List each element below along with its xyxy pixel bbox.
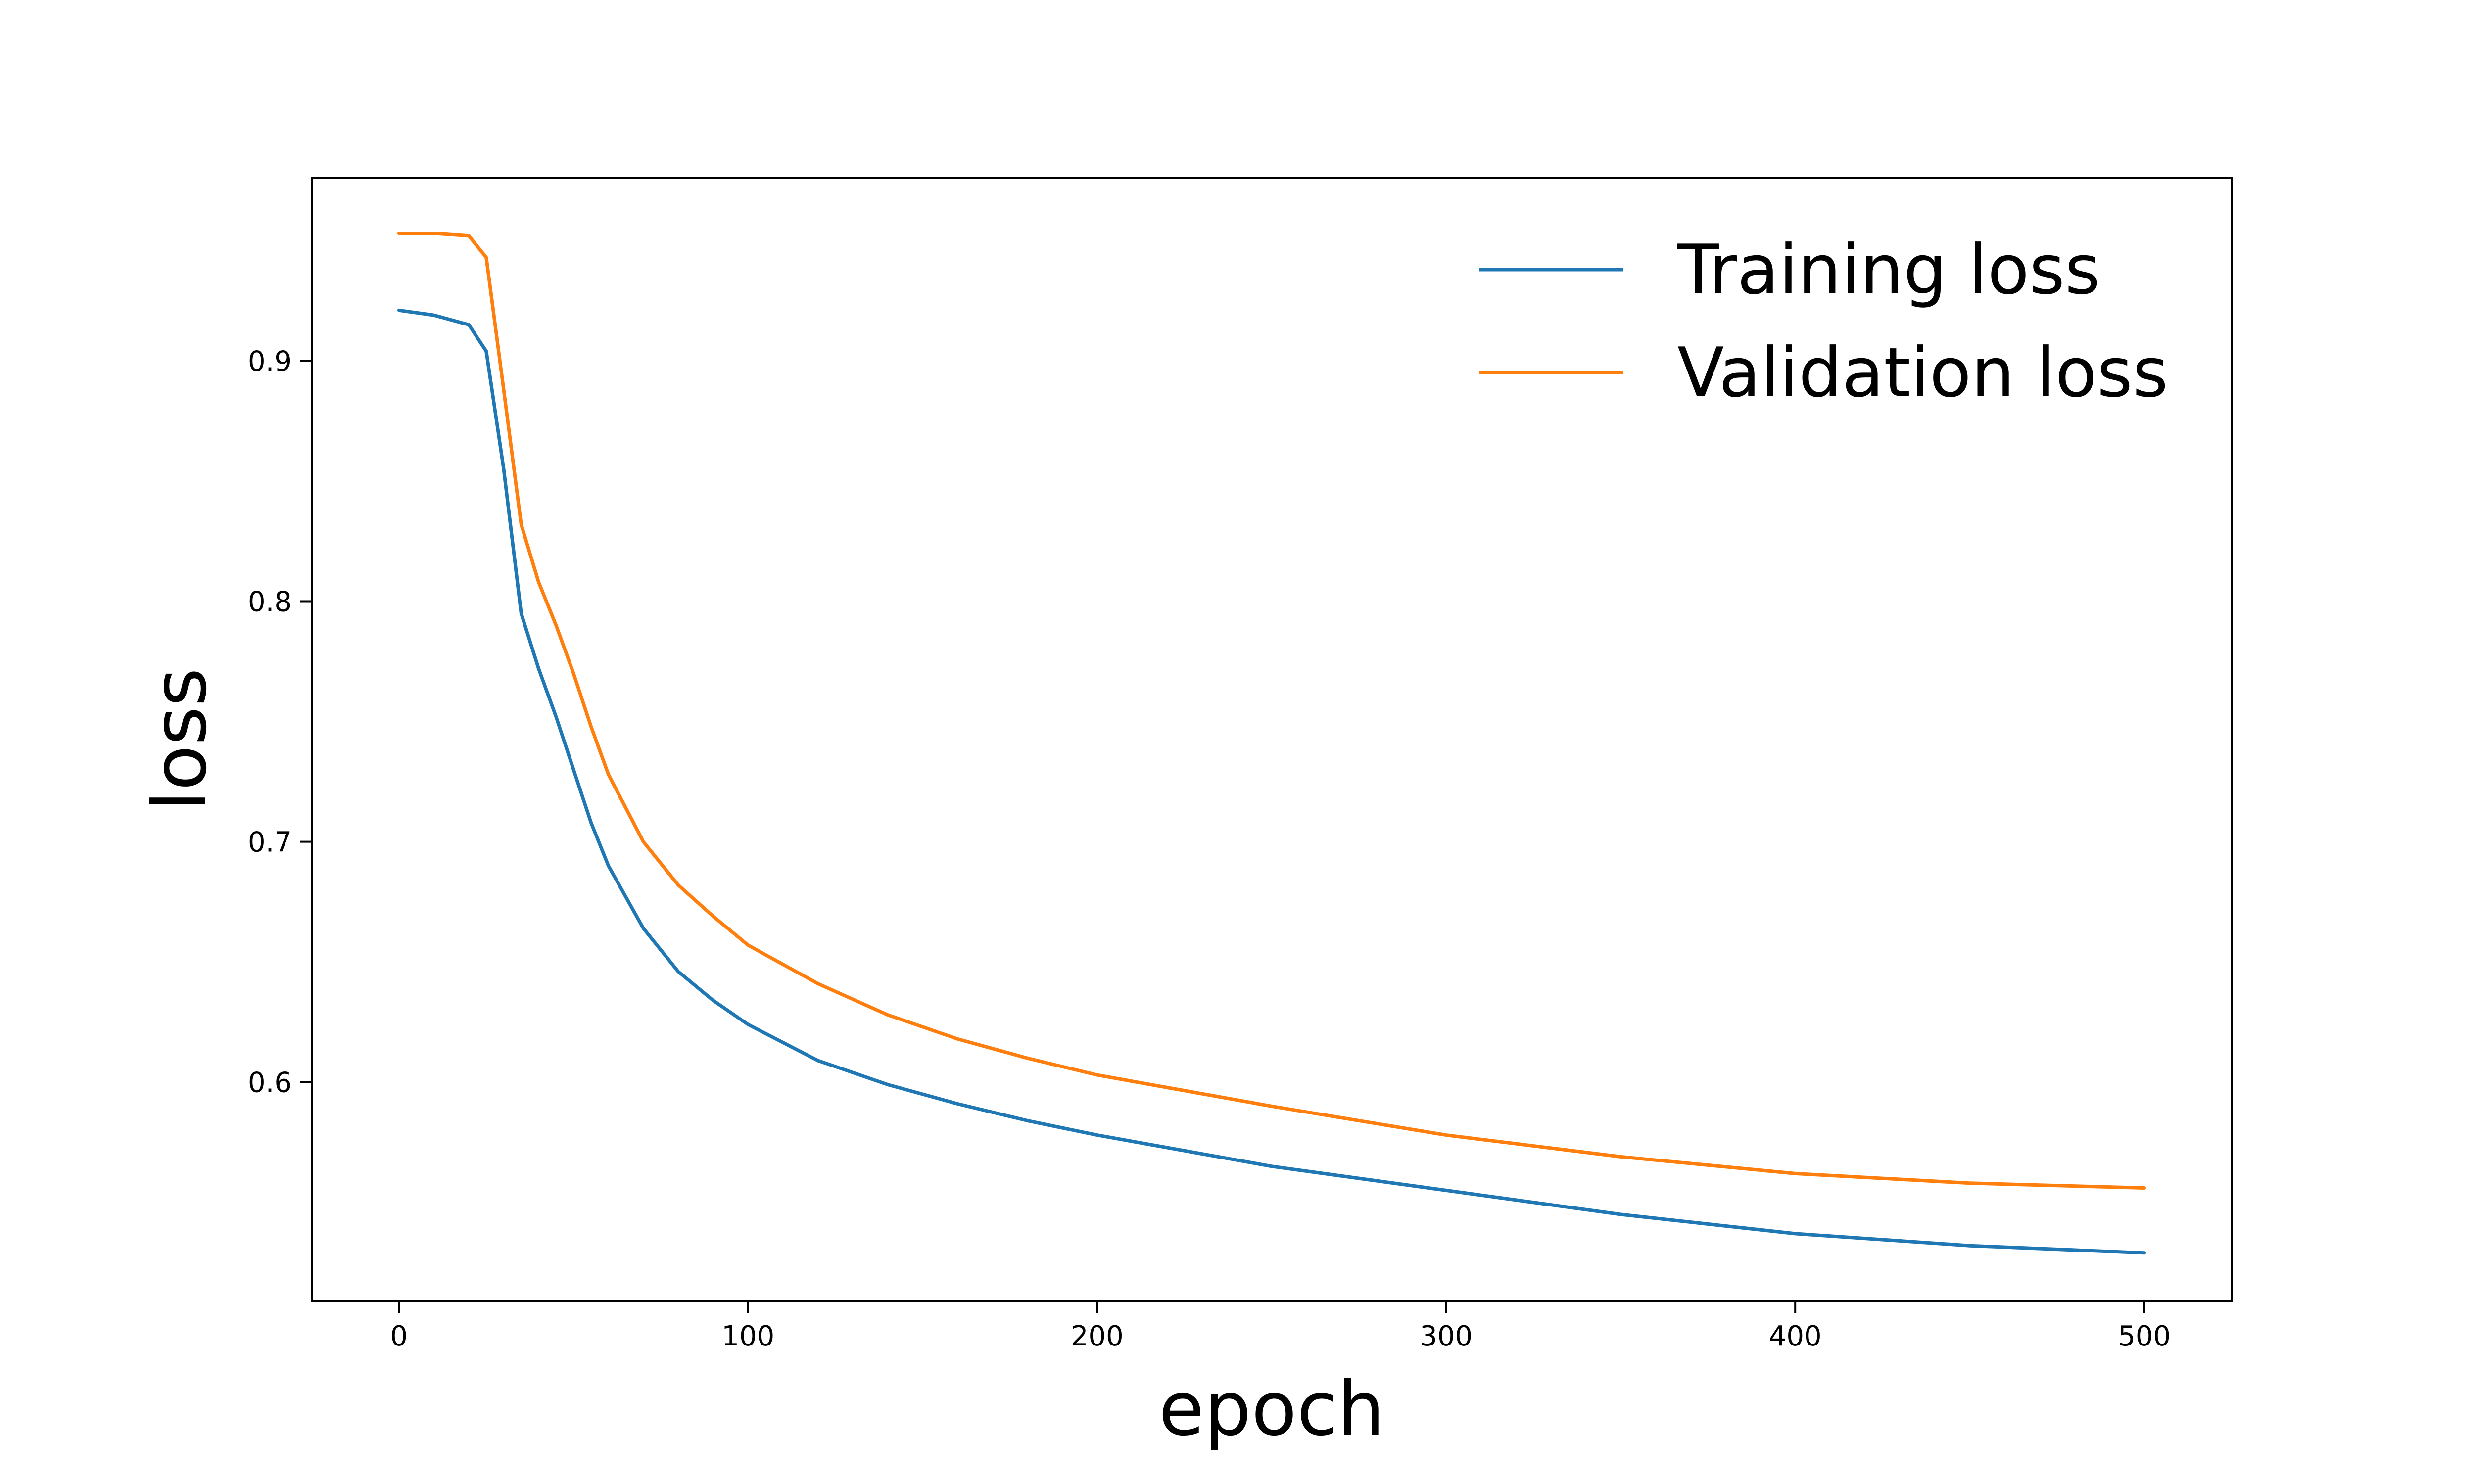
y-tick-label: 0.9 xyxy=(248,345,292,377)
series-layer xyxy=(397,232,2146,1255)
y-axis: 0.6 0.7 0.8 0.9 xyxy=(248,345,312,1099)
legend-label-validation-loss: Validation loss xyxy=(1677,333,2168,413)
x-tick-label: 500 xyxy=(2118,1320,2171,1352)
x-tick-label: 200 xyxy=(1071,1320,1124,1352)
x-tick-label: 400 xyxy=(1769,1320,1822,1352)
legend-label-training-loss: Training loss xyxy=(1677,230,2100,310)
x-tick-label: 100 xyxy=(721,1320,774,1352)
legend: Training loss Validation loss xyxy=(1479,230,2168,413)
x-tick-label: 300 xyxy=(1420,1320,1473,1352)
y-tick-label: 0.7 xyxy=(248,827,292,859)
plot-frame xyxy=(311,177,2233,1302)
series-line-training-loss xyxy=(397,308,2146,1255)
y-tick-label: 0.8 xyxy=(248,586,292,618)
y-axis-title: loss xyxy=(137,668,223,811)
x-axis-title: epoch xyxy=(1159,1366,1385,1452)
series-line-validation-loss xyxy=(397,232,2146,1190)
y-tick-label: 0.6 xyxy=(248,1067,292,1099)
x-tick-label: 0 xyxy=(390,1320,408,1352)
x-axis: 0 100 200 300 400 500 xyxy=(390,1301,2171,1352)
